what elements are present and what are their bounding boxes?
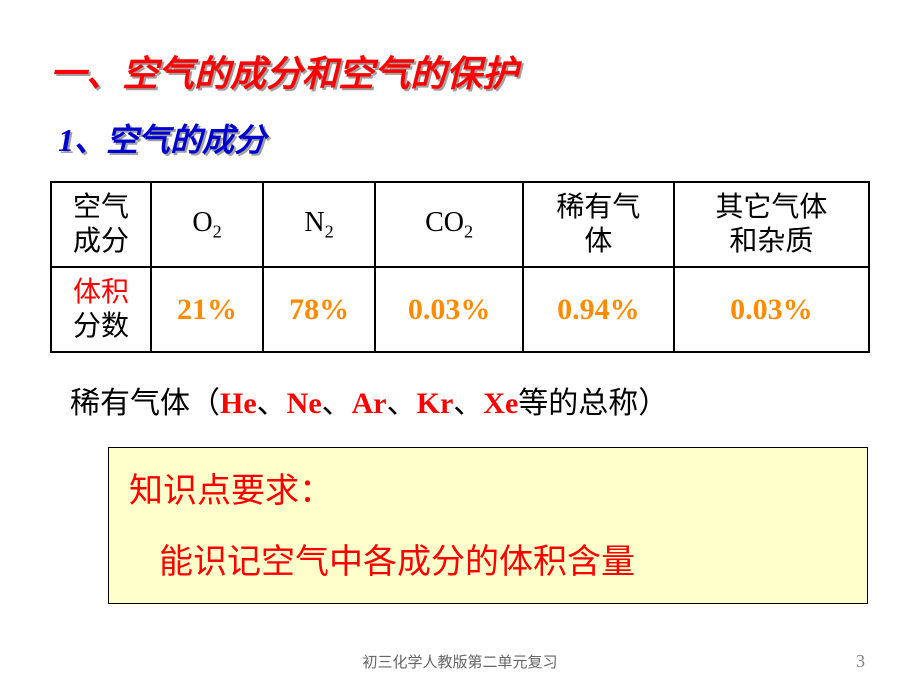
- value-co2: 0.03%: [375, 267, 523, 352]
- highlight-box: 知识点要求： 能识记空气中各成分的体积含量: [108, 447, 868, 604]
- col-header-2: N2: [263, 182, 375, 267]
- noble-gases-line: 稀有气体（He、Ne、Ar、Kr、Xe等的总称）: [70, 378, 870, 422]
- highlight-text: 能识记空气中各成分的体积含量: [159, 534, 847, 583]
- page-number: 3: [856, 651, 865, 672]
- col-header-0: 空气成分: [51, 182, 151, 267]
- col-header-3: CO2: [375, 182, 523, 267]
- col-header-4: 稀有气体: [523, 182, 673, 267]
- composition-table: 空气成分 O2 N2 CO2 稀有气体 其它气体和杂质 体积分数 21% 78%…: [50, 181, 870, 353]
- highlight-title: 知识点要求：: [129, 463, 847, 512]
- main-title: 一、空气的成分和空气的保护: [50, 45, 870, 97]
- row-label: 体积分数: [51, 267, 151, 352]
- footer-text: 初三化学人教版第二单元复习: [0, 651, 920, 672]
- value-n2: 78%: [263, 267, 375, 352]
- col-header-5: 其它气体和杂质: [674, 182, 869, 267]
- sub-title: 1、空气的成分: [58, 115, 870, 161]
- value-o2: 21%: [151, 267, 263, 352]
- value-noble: 0.94%: [523, 267, 673, 352]
- col-header-1: O2: [151, 182, 263, 267]
- value-other: 0.03%: [674, 267, 869, 352]
